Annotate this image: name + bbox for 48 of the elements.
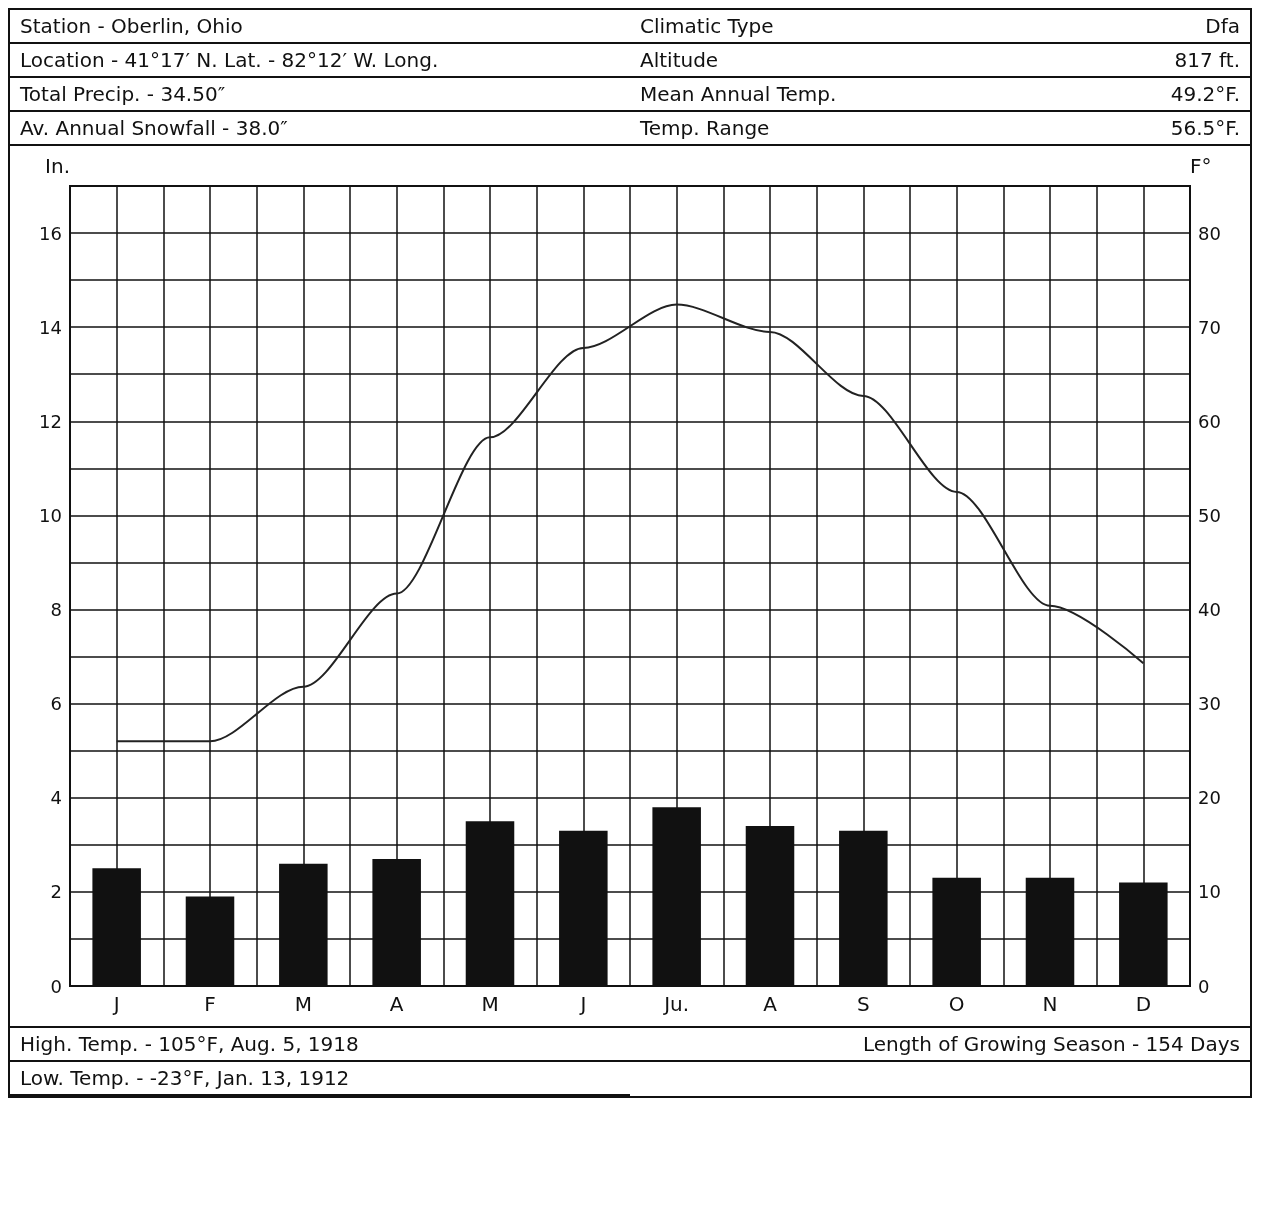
y2-tick-label: 70 [1198,316,1221,338]
text: 817 ft. [1064,44,1250,78]
y-tick-label: 16 [39,222,62,244]
y-axis-title: In. [45,154,70,178]
text: Total Precip. - 34.50″ [10,78,630,112]
text: 49.2°F. [1064,78,1250,112]
y-tick-label: 6 [50,693,62,715]
line-series [115,303,1145,743]
text: Location - 41°17′ N. Lat. - 82°12′ W. Long. [10,44,630,78]
x-tick-label: M [294,992,312,1016]
text: Length of Growing Season - 154 Days [630,1028,1250,1062]
y-tick-label: 10 [39,504,62,526]
x-tick-label: M [481,992,499,1016]
y-tick-label: 4 [50,787,62,809]
x-tick-label: S [856,992,870,1016]
y2-axis-title: F° [1190,154,1212,178]
y-tick-label: 14 [39,316,62,338]
y2-tick-label: 0 [1198,975,1210,997]
text: 56.5°F. [1064,112,1250,146]
y2-tick-label: 40 [1198,599,1221,621]
text: Mean Annual Temp. [630,78,1064,112]
text: Altitude [630,44,1064,78]
x-tick-label: A [763,992,778,1016]
x-tick-label: Ju. [662,992,690,1016]
y2-tick-label: 50 [1198,504,1221,526]
y2-tick-label: 20 [1198,787,1221,809]
y-tick-label: 0 [50,975,62,997]
y-tick-label: 12 [39,410,62,432]
y2-tick-label: 60 [1198,410,1221,432]
text: Temp. Range [630,112,1064,146]
x-tick-label: D [1135,992,1152,1016]
x-tick-label: J [578,992,587,1016]
text: Low. Temp. - -23°F, Jan. 13, 1912 [10,1062,630,1096]
y-tick-label: 2 [50,881,62,903]
text: Climatic Type [630,10,1064,44]
x-tick-label: J [111,992,120,1016]
x-tick-label: A [389,992,404,1016]
y2-tick-label: 80 [1198,222,1221,244]
text: Dfa [1064,10,1250,44]
x-tick-label: N [1042,992,1058,1016]
text: Station - Oberlin, Ohio [10,10,630,44]
text: Av. Annual Snowfall - 38.0″ [10,112,630,146]
y-tick-label: 8 [50,599,62,621]
text: High. Temp. - 105°F, Aug. 5, 1918 [10,1028,630,1062]
x-tick-label: F [204,992,216,1016]
y2-tick-label: 10 [1198,881,1221,903]
y2-tick-label: 30 [1198,693,1221,715]
x-tick-label: O [948,992,965,1016]
